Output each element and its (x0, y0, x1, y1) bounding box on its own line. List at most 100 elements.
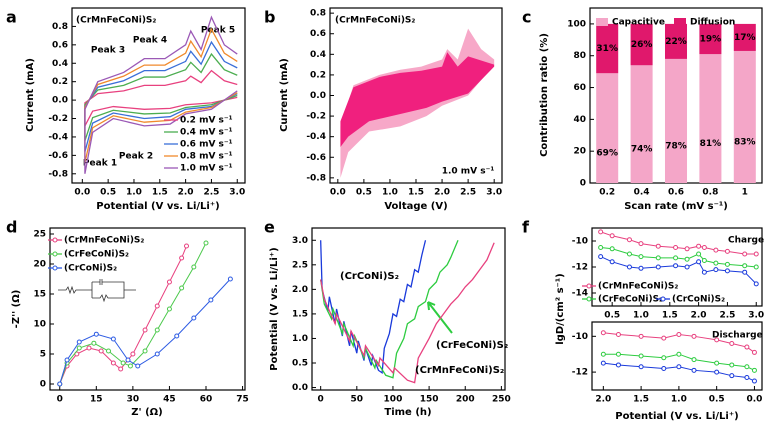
x-tick-label: 0.5 (709, 395, 725, 405)
x-tick-label: 3.0 (229, 188, 245, 198)
y-tick-label: 0 (580, 179, 586, 189)
x-tick-label: 60 (200, 395, 213, 405)
marker (154, 303, 160, 309)
y-tick-label: 0.5 (292, 359, 308, 369)
y-axis-label: Current (mA) (279, 58, 290, 132)
x-tick-label: 2.5 (203, 188, 219, 198)
marker (744, 364, 750, 370)
legend-marker (586, 283, 592, 289)
y-tick-label: -0.4 (306, 132, 326, 142)
area (340, 52, 495, 147)
marker (191, 315, 197, 321)
marker (696, 259, 702, 265)
marker (179, 285, 185, 291)
line (320, 240, 459, 379)
marker (166, 306, 172, 312)
series-label: (CrCoNi)S₂ (340, 271, 399, 282)
marker (638, 353, 644, 359)
marker (729, 340, 735, 346)
marker (729, 373, 735, 379)
legend-label: 1.0 mV s⁻¹ (180, 164, 233, 174)
legend-label: 0.4 mV s⁻¹ (180, 128, 233, 138)
line (603, 332, 755, 353)
x-tick-label: 1.5 (152, 188, 168, 198)
y-tick-label: -0.2 (48, 114, 68, 124)
bar-value-label: 78% (665, 141, 687, 151)
y-tick-label: 80 (573, 51, 586, 61)
marker (609, 259, 615, 265)
x-tick-label: 2.0 (178, 188, 194, 198)
marker (600, 351, 606, 357)
marker (638, 241, 644, 247)
x-tick-label: 75 (236, 395, 249, 405)
x-tick-label: 0.0 (746, 395, 762, 405)
marker (684, 264, 690, 270)
circuit (58, 279, 136, 303)
line (59, 278, 231, 385)
marker (751, 378, 757, 384)
marker (142, 348, 148, 354)
y-tick-label: 20 (33, 260, 46, 270)
marker (691, 367, 697, 373)
marker (724, 248, 730, 254)
legend-label: (CrMnFeCoNi)S₂ (64, 236, 144, 246)
panel-letter: d (6, 218, 17, 237)
marker (661, 355, 667, 361)
x-tick-label: 15 (90, 395, 103, 405)
x-tick-label: 200 (456, 395, 475, 405)
x-tick-label: 2.0 (595, 395, 611, 405)
y-tick-label: 1.5 (292, 309, 308, 319)
legend-label: Capacitive (612, 18, 665, 28)
legend-label: (CrFeCoNi)S₂ (598, 295, 663, 305)
y-tick-label: 3.0 (292, 236, 308, 246)
y-tick-label: -14 (572, 289, 588, 299)
marker (179, 255, 185, 261)
bar-value-label: 31% (596, 44, 618, 54)
line (320, 242, 495, 384)
y-tick-label: -10 (572, 237, 588, 247)
x-tick-label: 1.5 (408, 188, 424, 198)
marker (125, 357, 131, 363)
y-tick-label: 0.4 (310, 50, 326, 60)
marker (744, 344, 750, 350)
arrow (427, 301, 453, 334)
x-tick-label: 1.0 (633, 311, 649, 321)
marker (638, 364, 644, 370)
annotation: 1.0 mV s⁻¹ (442, 167, 495, 177)
marker (691, 357, 697, 363)
x-tick-label: 0.8 (702, 188, 718, 198)
bar-segment (699, 23, 722, 55)
panel-letter: a (6, 8, 17, 27)
marker (57, 381, 63, 387)
panel-letter: b (264, 8, 275, 27)
bar-segment (733, 50, 756, 183)
panel-letter: e (264, 218, 275, 237)
marker (626, 264, 632, 270)
marker (110, 360, 116, 366)
plot-frame (71, 7, 246, 184)
y-tick-label: 0 (40, 380, 46, 390)
marker (701, 269, 707, 275)
annotation: Peak 1 (83, 159, 117, 169)
bar-segment (630, 23, 653, 66)
plot-frame (49, 227, 246, 391)
x-tick-label: 0.0 (330, 188, 346, 198)
marker (626, 251, 632, 257)
x-tick-label: 30 (127, 395, 140, 405)
marker (701, 258, 707, 263)
line (84, 15, 238, 174)
series-label: (CrFeCoNi)S₂ (436, 340, 508, 351)
annotation: Peak 3 (91, 46, 125, 56)
x-tick-label: 1.0 (671, 395, 687, 405)
x-tick-label: 0.0 (74, 188, 90, 198)
marker (638, 265, 644, 271)
bar-value-label: 69% (596, 149, 618, 159)
y-axis-label: Contribution ratio (%) (539, 33, 550, 157)
legend-marker (52, 265, 58, 271)
y-axis-label: Current (mA) (25, 58, 36, 132)
y-tick-label: -0.8 (48, 169, 68, 179)
bar-value-label: 17% (734, 33, 756, 43)
x-axis-label: Scan rate (mV s⁻¹) (624, 201, 728, 212)
marker (598, 229, 604, 235)
bar-value-label: 81% (700, 139, 722, 149)
